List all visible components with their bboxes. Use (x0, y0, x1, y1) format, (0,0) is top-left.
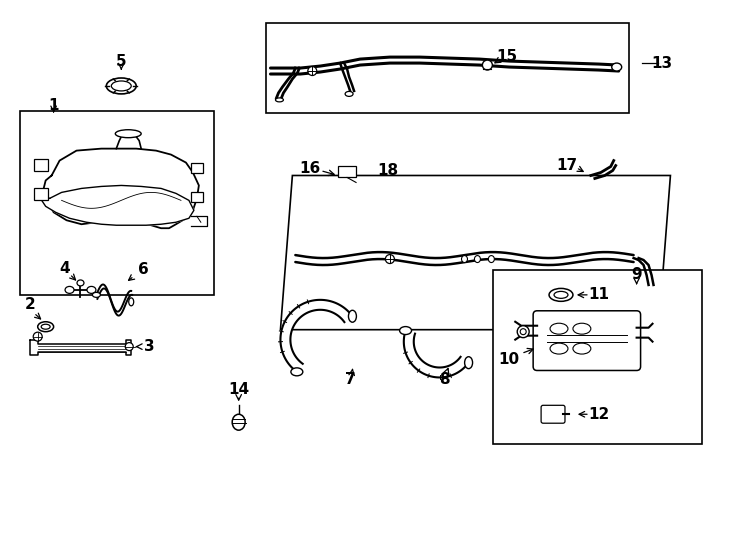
Ellipse shape (106, 78, 137, 94)
Ellipse shape (128, 298, 134, 306)
Ellipse shape (482, 60, 493, 70)
Ellipse shape (465, 357, 473, 369)
Text: 2: 2 (24, 298, 35, 312)
Ellipse shape (462, 255, 468, 262)
Ellipse shape (573, 343, 591, 354)
Ellipse shape (554, 292, 568, 299)
Ellipse shape (550, 343, 568, 354)
Bar (493, 270, 702, 444)
Bar (338, 166, 356, 178)
Ellipse shape (275, 98, 283, 102)
Text: 9: 9 (631, 267, 642, 282)
Text: 6: 6 (138, 262, 148, 278)
Text: 4: 4 (59, 260, 70, 275)
Text: 12: 12 (588, 407, 609, 422)
Ellipse shape (37, 322, 54, 332)
Bar (34, 159, 48, 171)
Ellipse shape (112, 81, 131, 91)
FancyBboxPatch shape (533, 311, 641, 370)
Ellipse shape (33, 332, 42, 341)
Text: 18: 18 (377, 163, 399, 178)
Bar (266, 23, 628, 113)
Text: 16: 16 (299, 161, 321, 176)
Text: 13: 13 (651, 56, 672, 71)
Ellipse shape (87, 286, 96, 293)
Ellipse shape (573, 323, 591, 334)
Ellipse shape (385, 254, 394, 264)
Ellipse shape (41, 324, 50, 329)
Text: 1: 1 (48, 98, 59, 113)
Ellipse shape (549, 288, 573, 301)
Ellipse shape (115, 130, 141, 138)
Ellipse shape (291, 368, 303, 376)
Bar (34, 188, 48, 200)
Text: 5: 5 (116, 53, 126, 69)
Polygon shape (404, 330, 468, 377)
Ellipse shape (520, 329, 526, 335)
Text: 15: 15 (497, 49, 518, 64)
Ellipse shape (517, 326, 529, 338)
Text: 14: 14 (228, 382, 250, 397)
Bar (191, 163, 203, 172)
Bar (191, 192, 203, 202)
Bar (20, 111, 214, 295)
Ellipse shape (232, 414, 245, 430)
Ellipse shape (92, 292, 101, 298)
Ellipse shape (77, 280, 84, 286)
Text: 11: 11 (589, 287, 609, 302)
Ellipse shape (488, 255, 494, 262)
Ellipse shape (65, 286, 74, 293)
Text: 17: 17 (556, 158, 578, 173)
Text: 8: 8 (439, 372, 450, 387)
FancyBboxPatch shape (541, 406, 565, 423)
Ellipse shape (550, 323, 568, 334)
Ellipse shape (126, 342, 133, 350)
Text: 7: 7 (345, 372, 355, 387)
Ellipse shape (399, 327, 412, 335)
Polygon shape (43, 148, 199, 228)
Polygon shape (42, 185, 194, 225)
Ellipse shape (345, 91, 353, 97)
Text: 3: 3 (144, 339, 154, 354)
Polygon shape (280, 176, 670, 330)
Polygon shape (30, 340, 131, 355)
Ellipse shape (349, 310, 357, 322)
Ellipse shape (308, 66, 317, 76)
Ellipse shape (474, 255, 481, 262)
Text: 10: 10 (498, 352, 520, 367)
Polygon shape (280, 300, 352, 372)
Ellipse shape (611, 63, 622, 71)
